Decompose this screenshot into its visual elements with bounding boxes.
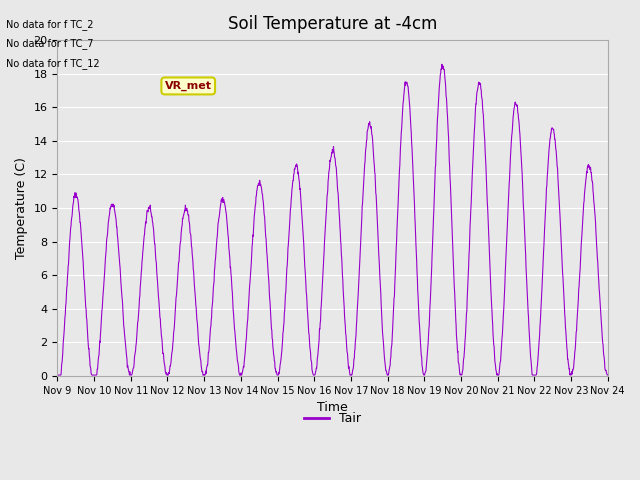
Text: No data for f TC_2: No data for f TC_2: [6, 19, 94, 30]
Title: Soil Temperature at -4cm: Soil Temperature at -4cm: [228, 15, 437, 33]
Y-axis label: Temperature (C): Temperature (C): [15, 157, 28, 259]
Text: No data for f TC_12: No data for f TC_12: [6, 58, 100, 69]
Text: No data for f TC_7: No data for f TC_7: [6, 38, 94, 49]
Legend: Tair: Tair: [299, 407, 366, 430]
X-axis label: Time: Time: [317, 401, 348, 414]
Text: VR_met: VR_met: [164, 81, 212, 91]
